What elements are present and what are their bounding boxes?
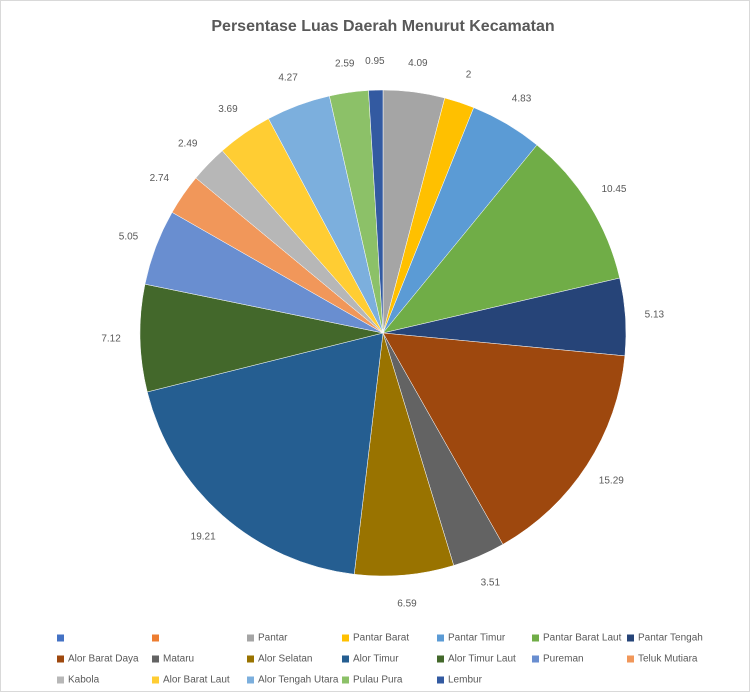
legend-label: Pantar Barat — [353, 633, 409, 644]
legend-swatch — [342, 655, 349, 663]
legend-label: Alor Tengah Utara — [258, 675, 339, 686]
pie-slice — [382, 332, 626, 545]
data-label: 3.51 — [481, 578, 501, 589]
chart-title: Persentase Luas Daerah Menurut Kecamatan — [211, 18, 554, 35]
legend-label: Teluk Mutiara — [638, 654, 698, 665]
legend-swatch — [152, 655, 159, 663]
data-label: 5.13 — [645, 309, 665, 320]
legend-label: Pantar — [258, 633, 288, 644]
legend-swatch — [342, 634, 349, 642]
legend-label: Kabola — [68, 675, 100, 686]
data-label: 2 — [466, 69, 472, 80]
legend-swatch — [627, 634, 634, 642]
legend-swatch — [152, 634, 159, 642]
data-label: 2.49 — [178, 138, 198, 149]
legend-label: Alor Selatan — [258, 654, 312, 665]
legend-label: Pureman — [543, 654, 584, 665]
legend-swatch — [532, 655, 539, 663]
legend-label: Pantar Tengah — [638, 633, 703, 644]
data-label: 4.27 — [278, 73, 298, 84]
legend-swatch — [247, 676, 254, 684]
data-label: 7.12 — [101, 333, 121, 344]
pie-slice — [382, 144, 621, 334]
legend-label: Alor Barat Daya — [68, 654, 139, 665]
legend-label: Mataru — [163, 654, 194, 665]
legend-swatch — [247, 634, 254, 642]
pie-slice — [146, 332, 384, 575]
data-label: 4.83 — [512, 94, 532, 105]
legend-label: Pantar Timur — [448, 633, 506, 644]
data-label: 0.95 — [365, 56, 385, 67]
legend-swatch — [437, 676, 444, 684]
legend-swatch — [342, 676, 349, 684]
data-label: 19.21 — [191, 532, 216, 543]
legend-swatch — [247, 655, 254, 663]
legend-swatch — [57, 676, 64, 684]
legend-swatch — [627, 655, 634, 663]
legend-label: Lembur — [448, 675, 483, 686]
legend-label: Pulau Pura — [353, 675, 403, 686]
legend-swatch — [57, 634, 64, 642]
pie-slice — [139, 283, 384, 393]
data-label: 5.05 — [119, 232, 139, 243]
data-label: 3.69 — [218, 104, 238, 115]
data-label: 6.59 — [397, 599, 417, 610]
data-label: 2.74 — [150, 173, 170, 184]
legend-label: Alor Barat Laut — [163, 675, 230, 686]
data-label: 15.29 — [599, 475, 624, 486]
legend-swatch — [437, 634, 444, 642]
pie-slice — [368, 89, 384, 334]
legend-label: Alor Timur — [353, 654, 399, 665]
data-label: 2.59 — [335, 58, 355, 69]
legend-swatch — [57, 655, 64, 663]
data-label: 10.45 — [601, 184, 626, 195]
legend-label: Pantar Barat Laut — [543, 633, 622, 644]
legend-swatch — [152, 676, 159, 684]
data-label: 4.09 — [408, 58, 428, 69]
legend-swatch — [532, 634, 539, 642]
legend-swatch — [437, 655, 444, 663]
legend-label: Alor Timur Laut — [448, 654, 516, 665]
